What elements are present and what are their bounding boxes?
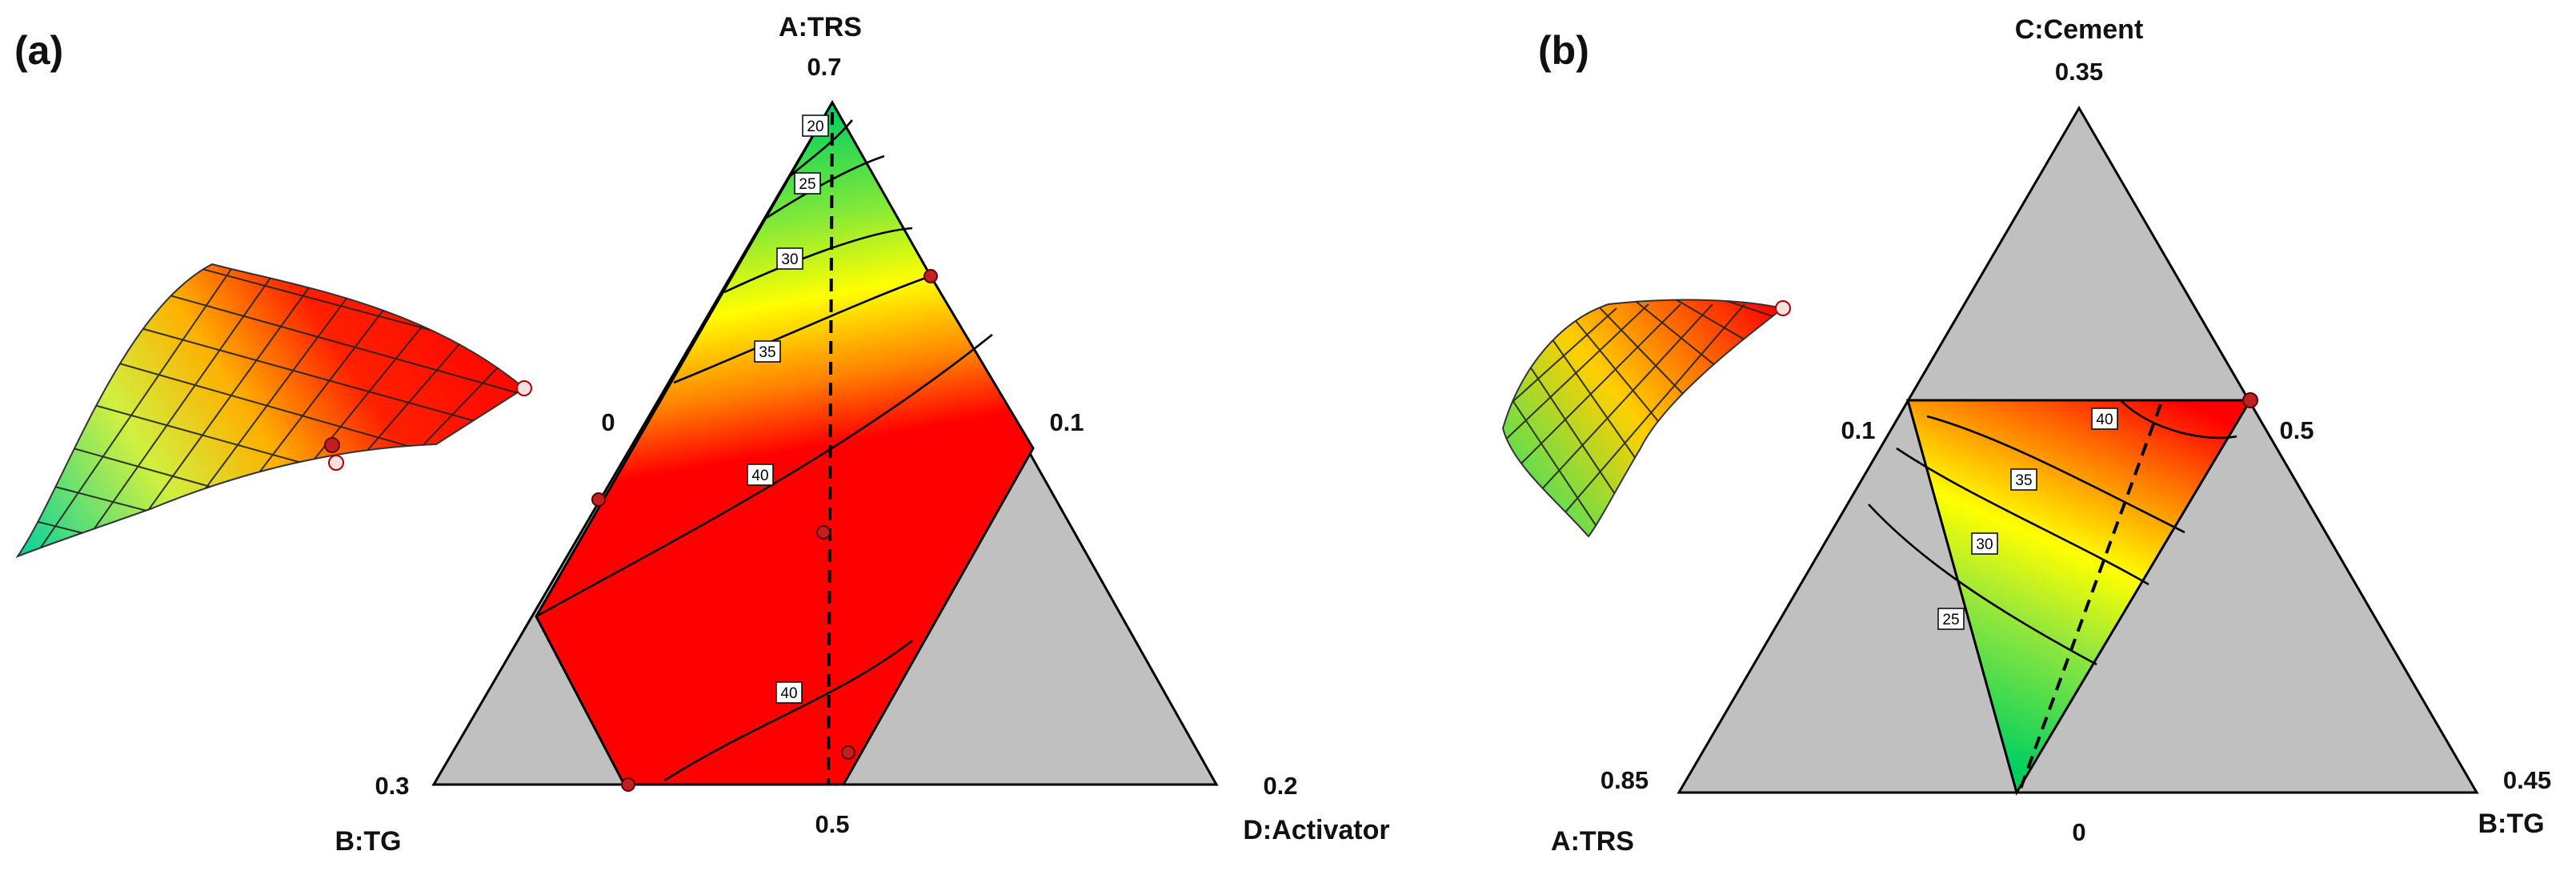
- contour-lines-b: [1868, 399, 2237, 666]
- response-surface-a: [15, 263, 532, 559]
- contour-label: 35: [759, 344, 775, 361]
- contour-label: 30: [781, 251, 798, 268]
- panel-b: (b) 40: [1501, 14, 2551, 857]
- design-point: [2242, 392, 2258, 408]
- axis-label-right-a: D:Activator: [1243, 815, 1389, 845]
- tick-left-edge-a: 0: [601, 408, 615, 436]
- axis-label-top-a: A:TRS: [779, 12, 862, 42]
- vertex-value-left-b: 0.85: [1600, 766, 1649, 794]
- axis-label-right-b: B:TG: [2478, 809, 2544, 839]
- contour-label: 25: [799, 176, 815, 193]
- contour-label: 40: [751, 468, 768, 484]
- tick-bottom-edge-a: 0.5: [815, 810, 849, 838]
- design-point: [1775, 300, 1791, 316]
- axis-label-top-b: C:Cement: [2015, 14, 2144, 45]
- contour-labels-b: 40 35 30 25: [1937, 407, 2118, 630]
- contour-line: [766, 155, 885, 219]
- vertex-value-left-a: 0.3: [375, 772, 409, 800]
- axis-label-left-a: B:TG: [335, 826, 401, 857]
- vertex-value-right-a: 0.2: [1263, 772, 1297, 800]
- vertex-value-top-b: 0.35: [2055, 58, 2103, 86]
- panel-a: (a): [14, 12, 1390, 857]
- contour-line: [535, 333, 993, 618]
- contour-line: [2120, 399, 2237, 440]
- trace-line-b: [2019, 403, 2162, 789]
- tick-left-edge-b: 0.1: [1841, 416, 1875, 444]
- tick-right-edge-a: 0.1: [1049, 408, 1084, 436]
- response-surface-b: [1501, 299, 1791, 538]
- vertex-value-right-b: 0.45: [2503, 766, 2551, 794]
- design-point: [324, 437, 340, 453]
- contour-label: 20: [807, 118, 823, 135]
- axis-label-left-b: A:TRS: [1551, 826, 1634, 857]
- design-point: [328, 455, 344, 471]
- tick-bottom-edge-b: 0: [2072, 818, 2085, 846]
- feasible-region-b: [1906, 399, 2253, 796]
- contour-line: [1926, 415, 2185, 534]
- panel-b-label: (b): [1538, 28, 1589, 73]
- contour-line: [787, 119, 853, 179]
- vertex-value-top-a: 0.7: [807, 53, 841, 81]
- contour-label: 40: [780, 685, 797, 702]
- contour-line: [673, 275, 931, 384]
- contour-labels-a: 20 25 30 35 40 40: [747, 114, 829, 704]
- contour-line: [1896, 447, 2149, 586]
- tick-right-edge-b: 0.5: [2279, 416, 2314, 444]
- design-points-a: [591, 269, 938, 792]
- design-point: [516, 380, 532, 396]
- panel-a-label: (a): [14, 28, 63, 73]
- contour-label: 25: [1942, 612, 1959, 628]
- contour-line: [1868, 504, 2097, 666]
- contour-line: [663, 639, 913, 782]
- contour-label: 40: [2096, 411, 2113, 428]
- contour-lines-a: [535, 119, 993, 782]
- contour-line: [723, 227, 913, 294]
- contour-label: 35: [2015, 472, 2032, 489]
- contour-label: 30: [1976, 536, 1993, 553]
- trace-line-a: [827, 111, 834, 785]
